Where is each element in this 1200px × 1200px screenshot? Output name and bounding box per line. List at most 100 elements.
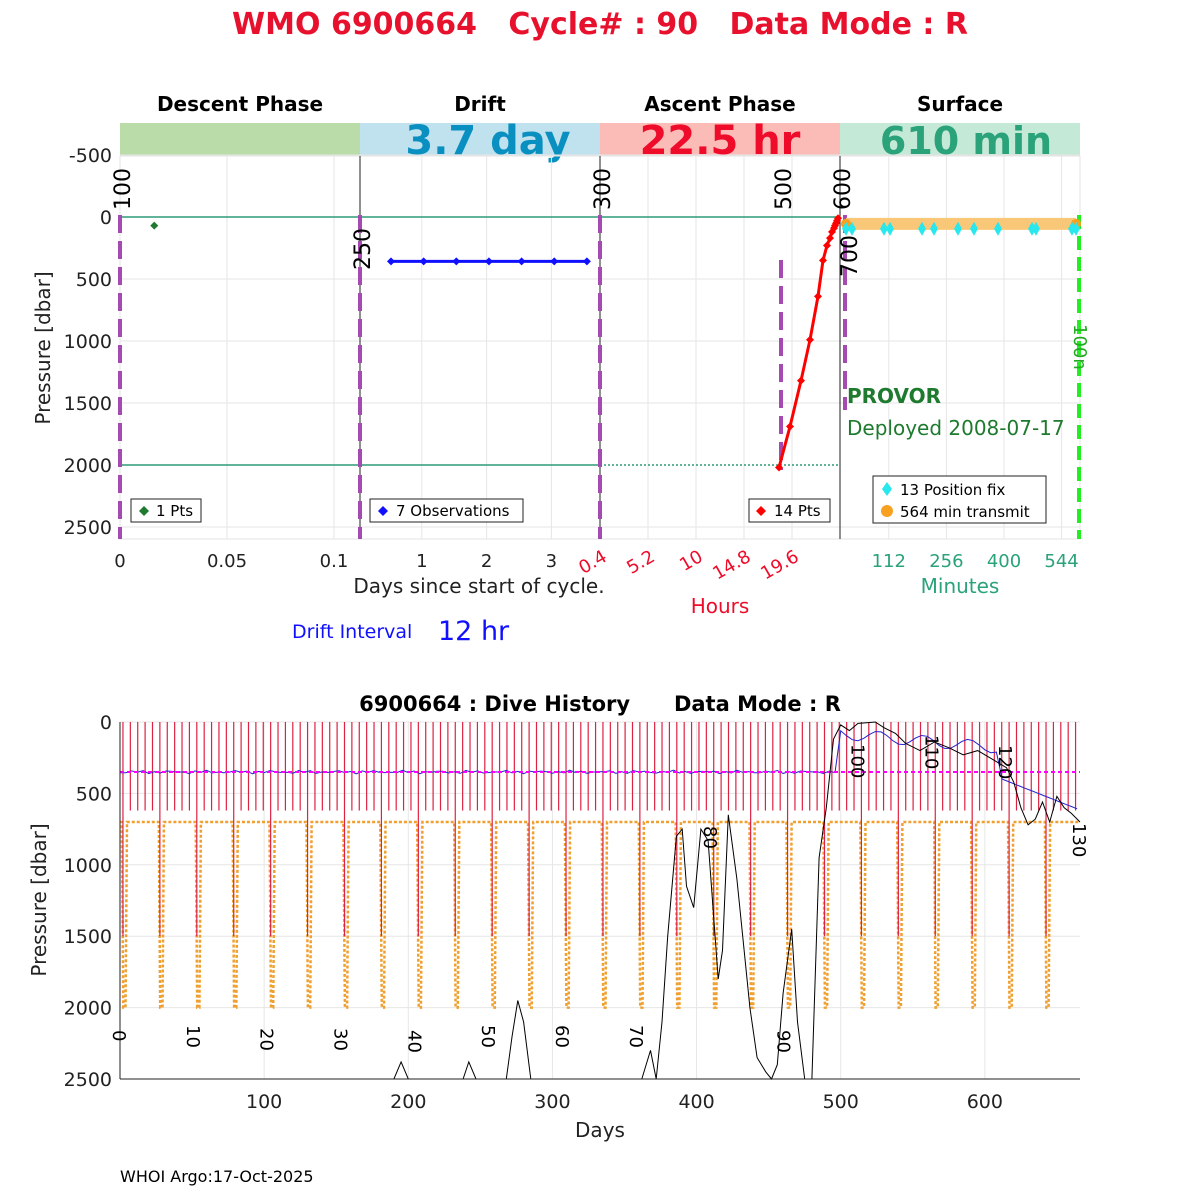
band-surface (840, 123, 1080, 156)
history-cycle-label: 0 (108, 1030, 129, 1041)
ascent-point (797, 376, 805, 385)
history-y-label: Pressure [dbar] (27, 823, 51, 976)
ascent-point (786, 422, 794, 431)
drift-point (517, 257, 526, 266)
boundary-label-600: 600 (831, 168, 856, 210)
legend-fix-marker (882, 482, 892, 496)
figure-title: WMO 6900664 Cycle# : 90 Data Mode : R (232, 7, 968, 42)
history-cycle-label: 90 (773, 1030, 794, 1053)
history-y-tick-label: 2500 (64, 1069, 112, 1091)
position-fix-point (994, 221, 1002, 236)
boundary-label-300: 300 (591, 168, 616, 210)
position-fix-point (1032, 221, 1040, 236)
history-cycle-label: 10 (182, 1025, 203, 1048)
position-fix-point (930, 221, 938, 236)
history-y-tick-label: 0 (100, 712, 112, 734)
top-data-marks (150, 214, 1081, 472)
legend-transmit-marker (881, 505, 893, 517)
history-x-tick-label: 300 (534, 1091, 570, 1113)
legend-drift-marker (378, 506, 388, 516)
ascent-point (826, 234, 834, 243)
history-cycle-label: 20 (256, 1028, 277, 1051)
history-cycle-label: 100 (847, 744, 868, 778)
ascent-point (834, 214, 842, 223)
drift-point (387, 257, 395, 266)
history-cycle-label: 50 (477, 1025, 498, 1048)
history-cycle-label: 80 (699, 826, 720, 849)
history-x-tick-label: 500 (823, 1091, 859, 1113)
boundary-label-100n: 100n (1069, 324, 1090, 370)
legend-drift: 7 Observations (369, 498, 524, 523)
phase-title-descent: Descent Phase (157, 92, 323, 116)
top-y-label: Pressure [dbar] (31, 271, 55, 424)
drift-tick-label: 1 (416, 551, 427, 572)
legend-descent-marker (139, 506, 149, 516)
descent-point (150, 221, 159, 230)
ascent-point (823, 241, 831, 250)
minutes-tick-label: 256 (929, 551, 963, 572)
ascent-point (806, 335, 814, 344)
dive-history-title: 6900664 : Dive History Data Mode : R (359, 692, 841, 716)
legend-descent: 1 Pts (130, 498, 202, 523)
descent-tick-label: 0.05 (207, 551, 247, 572)
minutes-axis-label: Minutes (921, 574, 1000, 598)
minutes-tick-label: 112 (872, 551, 906, 572)
history-x-axis: 100 200 300 400 500 600 (246, 1091, 1003, 1113)
top-y-axis: -500 0 500 1000 1500 2000 2500 (64, 145, 112, 539)
hours-tick-label: 19.6 (757, 546, 802, 584)
hours-tick-label: 10 (676, 546, 706, 576)
dive-history-chart: 6900664 : Dive History Data Mode : R 0 50… (27, 692, 1089, 1142)
legend-drift-text: 7 Observations (396, 502, 510, 520)
minutes-tick-label: 544 (1044, 551, 1078, 572)
top-y-tick-label: 500 (76, 269, 112, 291)
deployment-date: Deployed 2008-07-17 (847, 416, 1065, 440)
legend-surface: 13 Position fix 564 min transmit (872, 475, 1047, 524)
history-cycle-label: 30 (330, 1028, 351, 1051)
top-y-tick-label: 2000 (64, 455, 112, 477)
phase-title-surface: Surface (917, 92, 1003, 116)
history-profile-depth-line (120, 820, 1080, 1009)
phase-title-ascent: Ascent Phase (644, 92, 795, 116)
drift-interval-label: Drift Interval (292, 621, 412, 643)
position-fix-point (848, 221, 856, 236)
band-descent (120, 123, 360, 156)
history-y-tick-label: 2000 (64, 998, 112, 1020)
history-cycle-labels: 0 10 20 30 40 50 60 70 80 90 100 110 120 130 (108, 735, 1089, 1053)
ascent-series-line (777, 217, 840, 468)
history-cycle-label: 60 (551, 1025, 572, 1048)
top-y-tick-label: 0 (100, 207, 112, 229)
history-x-tick-label: 400 (678, 1091, 714, 1113)
ascent-duration: 22.5 hr (640, 118, 801, 164)
legend-descent-text: 1 Pts (156, 502, 193, 520)
descent-tick-label: 0.1 (320, 551, 349, 572)
history-cycle-label: 130 (1068, 823, 1089, 857)
band-ascent (600, 123, 840, 156)
descent-tick-label: 0 (114, 551, 125, 572)
hours-tick-label: 14.8 (709, 546, 754, 584)
drift-tick-label: 3 (546, 551, 557, 572)
history-y-tick-label: 1500 (64, 926, 112, 948)
history-x-label: Days (575, 1118, 625, 1142)
top-y-tick-label: 1000 (64, 331, 112, 353)
band-drift (360, 123, 600, 156)
legend-ascent-marker (756, 506, 766, 516)
legend-ascent-text: 14 Pts (774, 502, 821, 520)
ascent-point (814, 292, 822, 301)
drift-point (550, 257, 559, 266)
phase-title-drift: Drift (454, 92, 506, 116)
days-axis-label: Days since start of cycle. (353, 574, 604, 598)
drift-duration: 3.7 day (405, 118, 570, 164)
top-chart: Descent Phase Drift Ascent Phase Surface… (31, 92, 1090, 647)
position-fix-point (1072, 221, 1080, 236)
legend-fix-text: 13 Position fix (900, 481, 1005, 499)
ascent-point (819, 256, 827, 265)
history-y-tick-label: 1000 (64, 855, 112, 877)
history-x-tick-label: 100 (246, 1091, 282, 1113)
history-bottom-trace (120, 721, 1081, 1080)
history-cycle-label: 120 (994, 745, 1015, 779)
history-cycle-label: 110 (920, 735, 941, 769)
float-type: PROVOR (847, 384, 941, 408)
hours-tick-label: 5.2 (623, 546, 658, 579)
history-x-tick-label: 200 (390, 1091, 426, 1113)
